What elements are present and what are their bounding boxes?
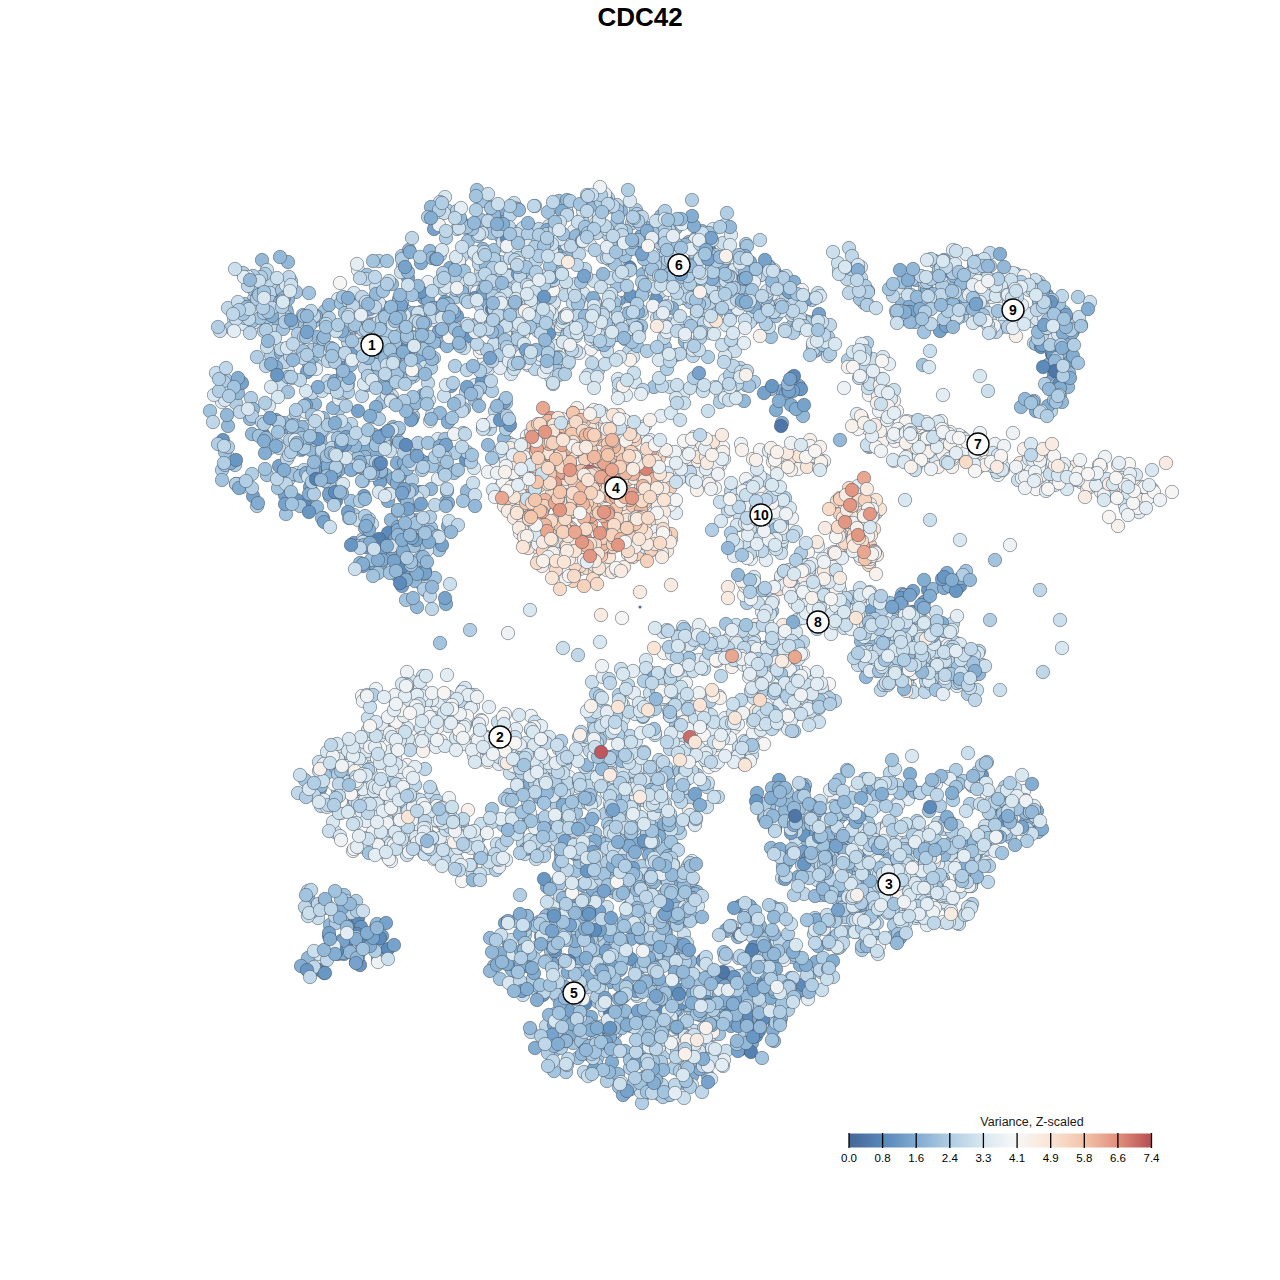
svg-text:1.6: 1.6 [908,1152,924,1164]
svg-text:CDC42: CDC42 [597,2,682,32]
svg-text:1: 1 [368,337,376,353]
svg-text:7.4: 7.4 [1144,1152,1161,1164]
svg-text:6: 6 [675,257,683,273]
svg-text:5.8: 5.8 [1076,1152,1092,1164]
svg-text:0.0: 0.0 [841,1152,857,1164]
svg-text:6.6: 6.6 [1110,1152,1126,1164]
svg-text:9: 9 [1009,302,1017,318]
svg-text:0.8: 0.8 [875,1152,891,1164]
svg-text:7: 7 [974,436,982,452]
svg-text:2.4: 2.4 [942,1152,959,1164]
svg-text:Variance, Z-scaled: Variance, Z-scaled [980,1115,1083,1129]
svg-text:4.1: 4.1 [1009,1152,1025,1164]
svg-text:3.3: 3.3 [975,1152,991,1164]
svg-text:10: 10 [753,507,769,523]
svg-text:2: 2 [496,729,504,745]
svg-text:5: 5 [570,985,578,1001]
svg-text:4.9: 4.9 [1043,1152,1059,1164]
svg-text:4: 4 [612,480,620,496]
svg-text:8: 8 [814,614,822,630]
svg-text:3: 3 [885,876,893,892]
